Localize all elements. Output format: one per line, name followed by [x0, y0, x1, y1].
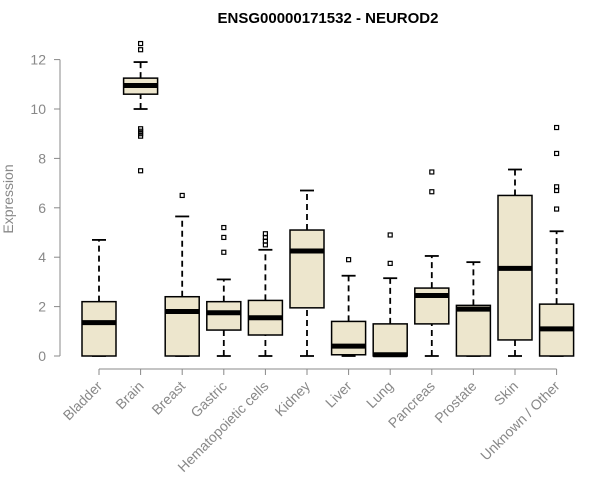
x-tick-label: Breast — [148, 378, 188, 418]
iqr-box — [372, 323, 408, 357]
outlier-point — [346, 257, 352, 263]
iqr-box — [81, 300, 117, 357]
x-tick-label: Unknown / Other — [477, 378, 563, 464]
box-brain — [122, 40, 159, 174]
x-tick-label: Brain — [112, 378, 146, 412]
x-tick-label: Prostate — [431, 378, 479, 426]
outlier-point — [553, 184, 560, 190]
box-series — [81, 40, 575, 358]
y-tick-label: 0 — [38, 348, 46, 364]
box-pancreas — [414, 169, 450, 357]
y-tick-label: 2 — [38, 299, 46, 315]
outlier-point — [221, 249, 227, 255]
box-lung — [372, 232, 408, 358]
y-tick-label: 12 — [30, 52, 46, 68]
y-axis: 0 2 4 6 8 10 12 — [30, 52, 61, 364]
box-liver — [330, 257, 367, 357]
outlier-point — [221, 224, 227, 231]
x-tick-label: Kidney — [272, 378, 314, 420]
box-bladder — [81, 239, 117, 357]
chart-title: ENSG00000171532 - NEUROD2 — [218, 10, 439, 27]
x-tick-label: Lung — [363, 378, 396, 411]
outlier-point — [429, 189, 435, 195]
box-gastric — [206, 224, 242, 357]
box-unknown-other — [538, 124, 575, 357]
box-prostate — [455, 261, 492, 357]
iqr-box — [455, 304, 492, 357]
x-tick-label: Bladder — [60, 378, 106, 424]
outlier-point — [138, 40, 144, 47]
outlier-point — [138, 47, 144, 53]
outlier-point — [553, 150, 560, 157]
box-hematopoietic-cells — [247, 231, 284, 357]
outlier-point — [262, 231, 268, 237]
y-tick-label: 4 — [38, 249, 46, 265]
outlier-point — [387, 260, 393, 266]
outlier-point — [221, 234, 227, 241]
iqr-box — [330, 320, 367, 356]
x-tick-label: Skin — [491, 378, 522, 409]
y-axis-title: Expression — [0, 164, 16, 233]
iqr-box — [289, 229, 325, 309]
box-skin — [497, 168, 533, 357]
outlier-point — [138, 168, 144, 174]
outlier-point — [179, 192, 185, 199]
x-tick-label: Liver — [322, 378, 355, 411]
iqr-box — [206, 300, 242, 331]
y-tick-label: 8 — [38, 150, 46, 166]
outlier-point — [387, 232, 393, 238]
outlier-point — [553, 124, 560, 131]
box-breast — [164, 192, 200, 357]
outlier-point — [429, 169, 435, 175]
outlier-point — [138, 133, 144, 139]
outlier-point — [553, 206, 560, 212]
y-tick-label: 6 — [38, 200, 46, 216]
y-tick-label: 10 — [30, 101, 46, 117]
iqr-box — [164, 295, 200, 357]
box-kidney — [289, 189, 325, 357]
